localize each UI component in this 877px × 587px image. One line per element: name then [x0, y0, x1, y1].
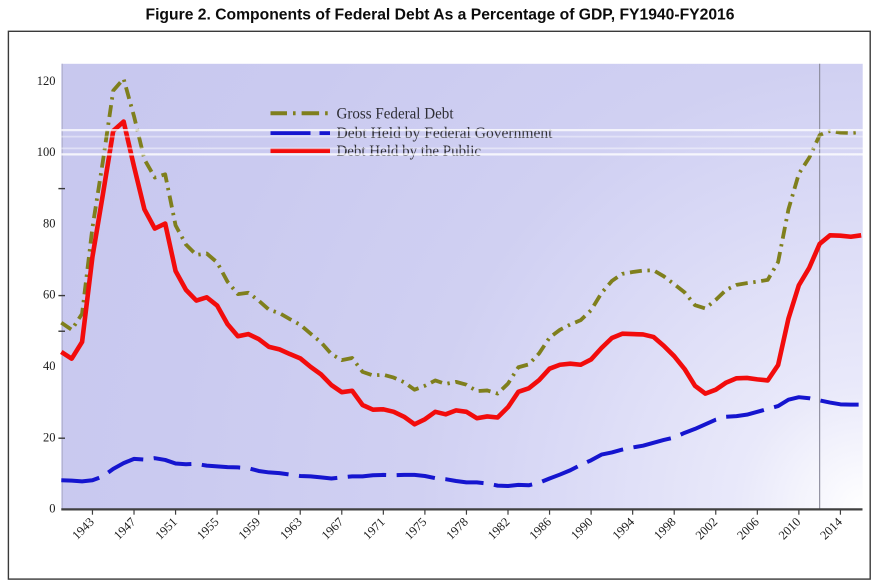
svg-text:120: 120 — [37, 74, 56, 88]
svg-text:Debt Held by Federal Governmen: Debt Held by Federal Government — [337, 125, 554, 142]
svg-text:80: 80 — [43, 216, 56, 230]
svg-text:100: 100 — [37, 145, 56, 159]
svg-text:40: 40 — [43, 359, 56, 373]
svg-text:20: 20 — [43, 430, 56, 444]
svg-text:Debt Held by the Public: Debt Held by the Public — [337, 143, 482, 160]
svg-text:Figure 2. Components of Federa: Figure 2. Components of Federal Debt As … — [146, 7, 735, 24]
svg-text:60: 60 — [43, 288, 56, 302]
svg-text:0: 0 — [49, 502, 55, 516]
svg-text:Gross Federal Debt: Gross Federal Debt — [337, 105, 455, 122]
